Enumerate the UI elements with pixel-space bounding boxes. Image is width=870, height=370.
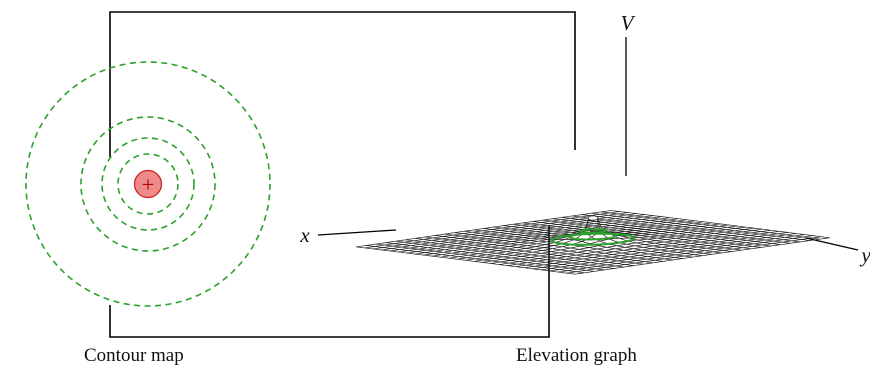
- mesh-grid-line: [431, 219, 687, 257]
- equipotential-level-curve: [550, 232, 636, 246]
- y-axis-label: y: [859, 243, 870, 267]
- contour-map: +: [25, 61, 271, 307]
- contour-ring: [101, 137, 195, 231]
- mesh-grid-line: [406, 216, 662, 254]
- mesh-grid-line: [541, 233, 797, 271]
- contour-map-caption: Contour map: [84, 345, 184, 366]
- elevation-graph-caption: Elevation graph: [516, 345, 637, 366]
- mesh-grid-line: [415, 217, 671, 255]
- mesh-grid-line: [423, 218, 679, 256]
- connector-frame: [109, 11, 576, 338]
- x-axis-label: x: [299, 223, 310, 247]
- mesh-grid-line: [356, 210, 612, 248]
- equipotential-level-curve: [579, 228, 607, 234]
- contour-ring: [80, 116, 216, 252]
- mesh-grid-line: [574, 237, 830, 275]
- equipotential-level-curves: [550, 228, 636, 246]
- surface-peak: [587, 215, 599, 221]
- mesh-grid-line: [524, 230, 780, 269]
- point-charge: [133, 169, 163, 199]
- bottom-connector-line: [109, 225, 550, 338]
- equipotential-contours: [25, 61, 271, 307]
- mesh-grid-line: [515, 229, 771, 268]
- mesh-grid-line: [373, 212, 629, 250]
- charge-sign-label: +: [142, 172, 154, 197]
- mesh-grid-line: [557, 235, 813, 273]
- potential-surface-mesh: [356, 210, 830, 275]
- mesh-grid-line: [532, 232, 788, 270]
- contour-ring: [25, 61, 271, 307]
- x-axis-line: [317, 229, 397, 236]
- mesh-grid-line: [507, 228, 763, 266]
- mesh-grid-line: [499, 227, 755, 265]
- mesh-grid-line: [398, 215, 654, 253]
- top-connector-line: [109, 11, 576, 157]
- mesh-grid-line: [389, 214, 645, 252]
- mesh-grid-line: [549, 234, 805, 272]
- contour-ring: [117, 153, 179, 215]
- v-axis-label: V: [621, 11, 636, 35]
- mesh-grid-line: [364, 211, 620, 249]
- elevation-graph: x y V: [299, 11, 870, 275]
- mesh-grid-line: [482, 225, 738, 263]
- mesh-grid-line: [566, 236, 822, 274]
